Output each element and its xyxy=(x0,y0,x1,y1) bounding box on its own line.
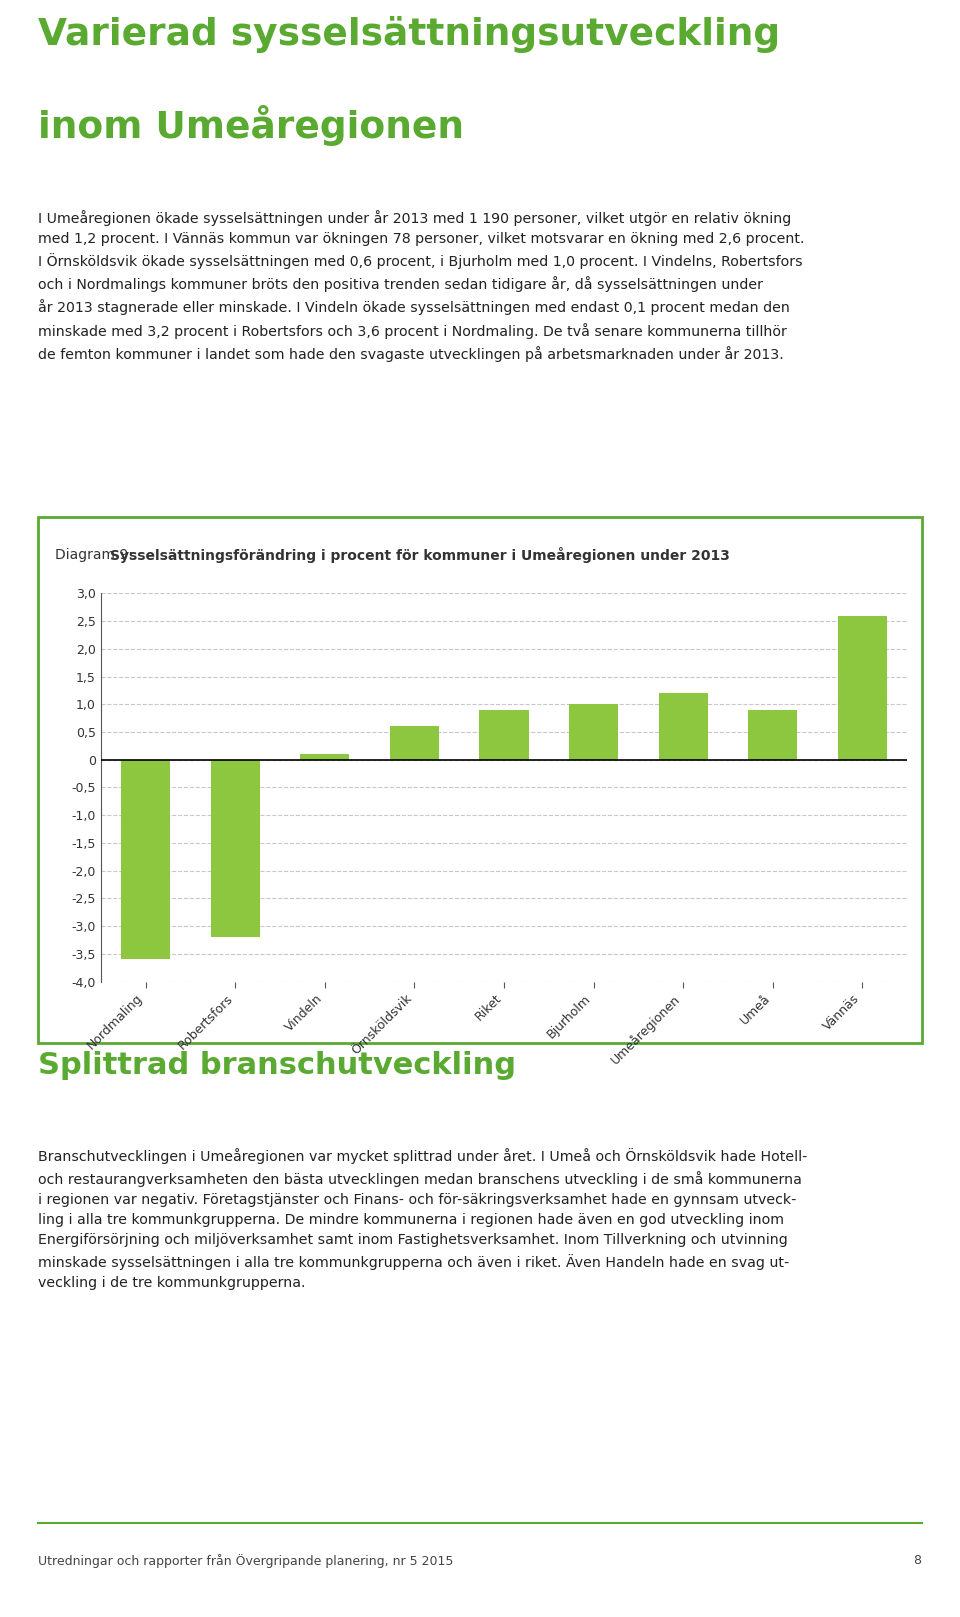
Bar xyxy=(659,694,708,760)
Text: Varierad sysselsättningsutveckling: Varierad sysselsättningsutveckling xyxy=(38,16,780,53)
Bar xyxy=(838,616,887,760)
Bar xyxy=(390,726,439,760)
Bar xyxy=(210,760,260,938)
FancyBboxPatch shape xyxy=(38,517,922,1043)
Bar xyxy=(748,710,798,760)
Text: 8: 8 xyxy=(914,1554,922,1567)
Text: I Umeåregionen ökade sysselsättningen under år 2013 med 1 190 personer, vilket u: I Umeåregionen ökade sysselsättningen un… xyxy=(38,210,804,362)
Text: Utredningar och rapporter från Övergripande planering, nr 5 2015: Utredningar och rapporter från Övergripa… xyxy=(38,1554,454,1568)
Bar xyxy=(300,754,349,760)
Text: Branschutvecklingen i Umeåregionen var mycket splittrad under året. I Umeå och Ö: Branschutvecklingen i Umeåregionen var m… xyxy=(38,1148,807,1290)
Text: Splittrad branschutveckling: Splittrad branschutveckling xyxy=(38,1051,516,1080)
Text: Sysselsättningsförändring i procent för kommuner i Umeåregionen under 2013: Sysselsättningsförändring i procent för … xyxy=(110,547,731,563)
Bar xyxy=(121,760,170,959)
Bar xyxy=(479,710,529,760)
Text: Diagram 9:: Diagram 9: xyxy=(55,548,137,561)
Bar xyxy=(569,705,618,760)
Text: inom Umeåregionen: inom Umeåregionen xyxy=(38,105,465,147)
